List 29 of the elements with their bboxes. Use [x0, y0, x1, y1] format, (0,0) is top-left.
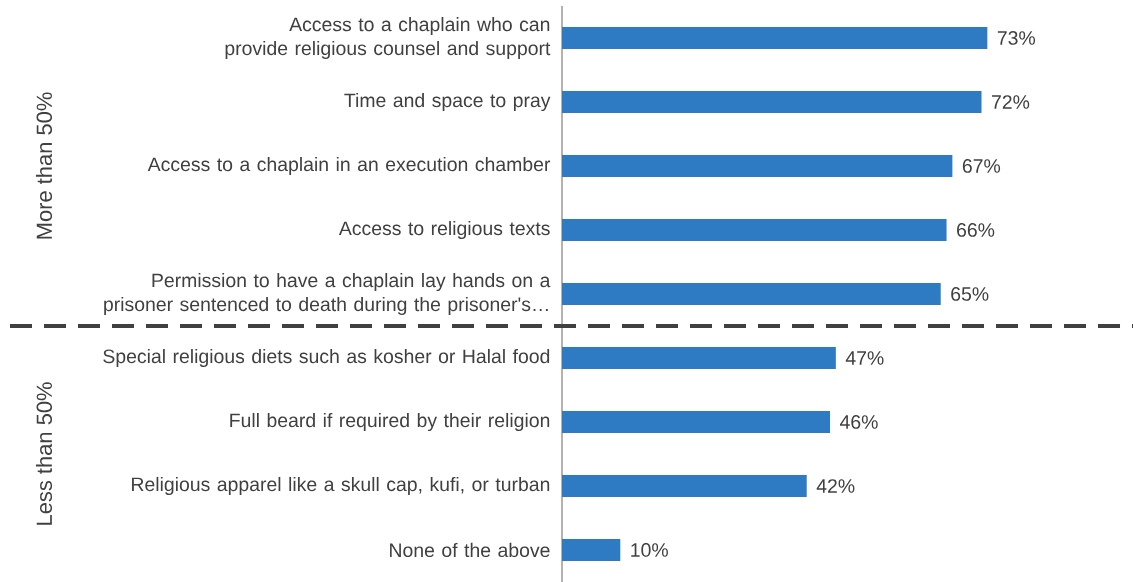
data-label: 10%	[631, 543, 668, 557]
data-label: 72%	[992, 95, 1030, 109]
y-tick-label: Religious apparel like a skull cap, kufi, or turban	[132, 476, 550, 496]
data-label: 73%	[997, 31, 1036, 45]
bar	[562, 282, 941, 305]
y-tick-label: Time and space to pray	[344, 92, 551, 112]
text: More than 50%	[35, 92, 53, 239]
bar	[562, 91, 982, 113]
data-label: 42%	[816, 479, 855, 493]
bar	[562, 410, 831, 433]
y-tick-label: Access to a chaplain who can provide religious counsel and support	[225, 16, 551, 59]
data-label: 67%	[962, 159, 1001, 173]
bar	[562, 218, 947, 241]
data-label: 46%	[839, 415, 878, 429]
text: Less than 50%	[35, 382, 53, 525]
bar	[562, 154, 953, 177]
y-tick-label: Full beard if required by their religion	[230, 412, 550, 432]
bar	[562, 27, 988, 49]
bar	[562, 474, 807, 497]
y-tick-label: Access to a chaplain in an execution chamber	[147, 156, 551, 176]
data-label: 47%	[845, 351, 884, 365]
y-tick-label: Access to religious texts	[338, 220, 550, 240]
bar	[562, 538, 621, 561]
y-tick-label: Special religious diets such as kosher or Halal food	[103, 348, 550, 368]
data-label: 66%	[957, 223, 995, 237]
bar	[562, 346, 836, 369]
y-tick-label: Permission to have a chaplain lay hands on a prisoner sentenced to death during the prisoner's…	[104, 272, 551, 315]
data-label: 65%	[951, 287, 989, 301]
y-tick-label: None of the above	[390, 542, 550, 558]
